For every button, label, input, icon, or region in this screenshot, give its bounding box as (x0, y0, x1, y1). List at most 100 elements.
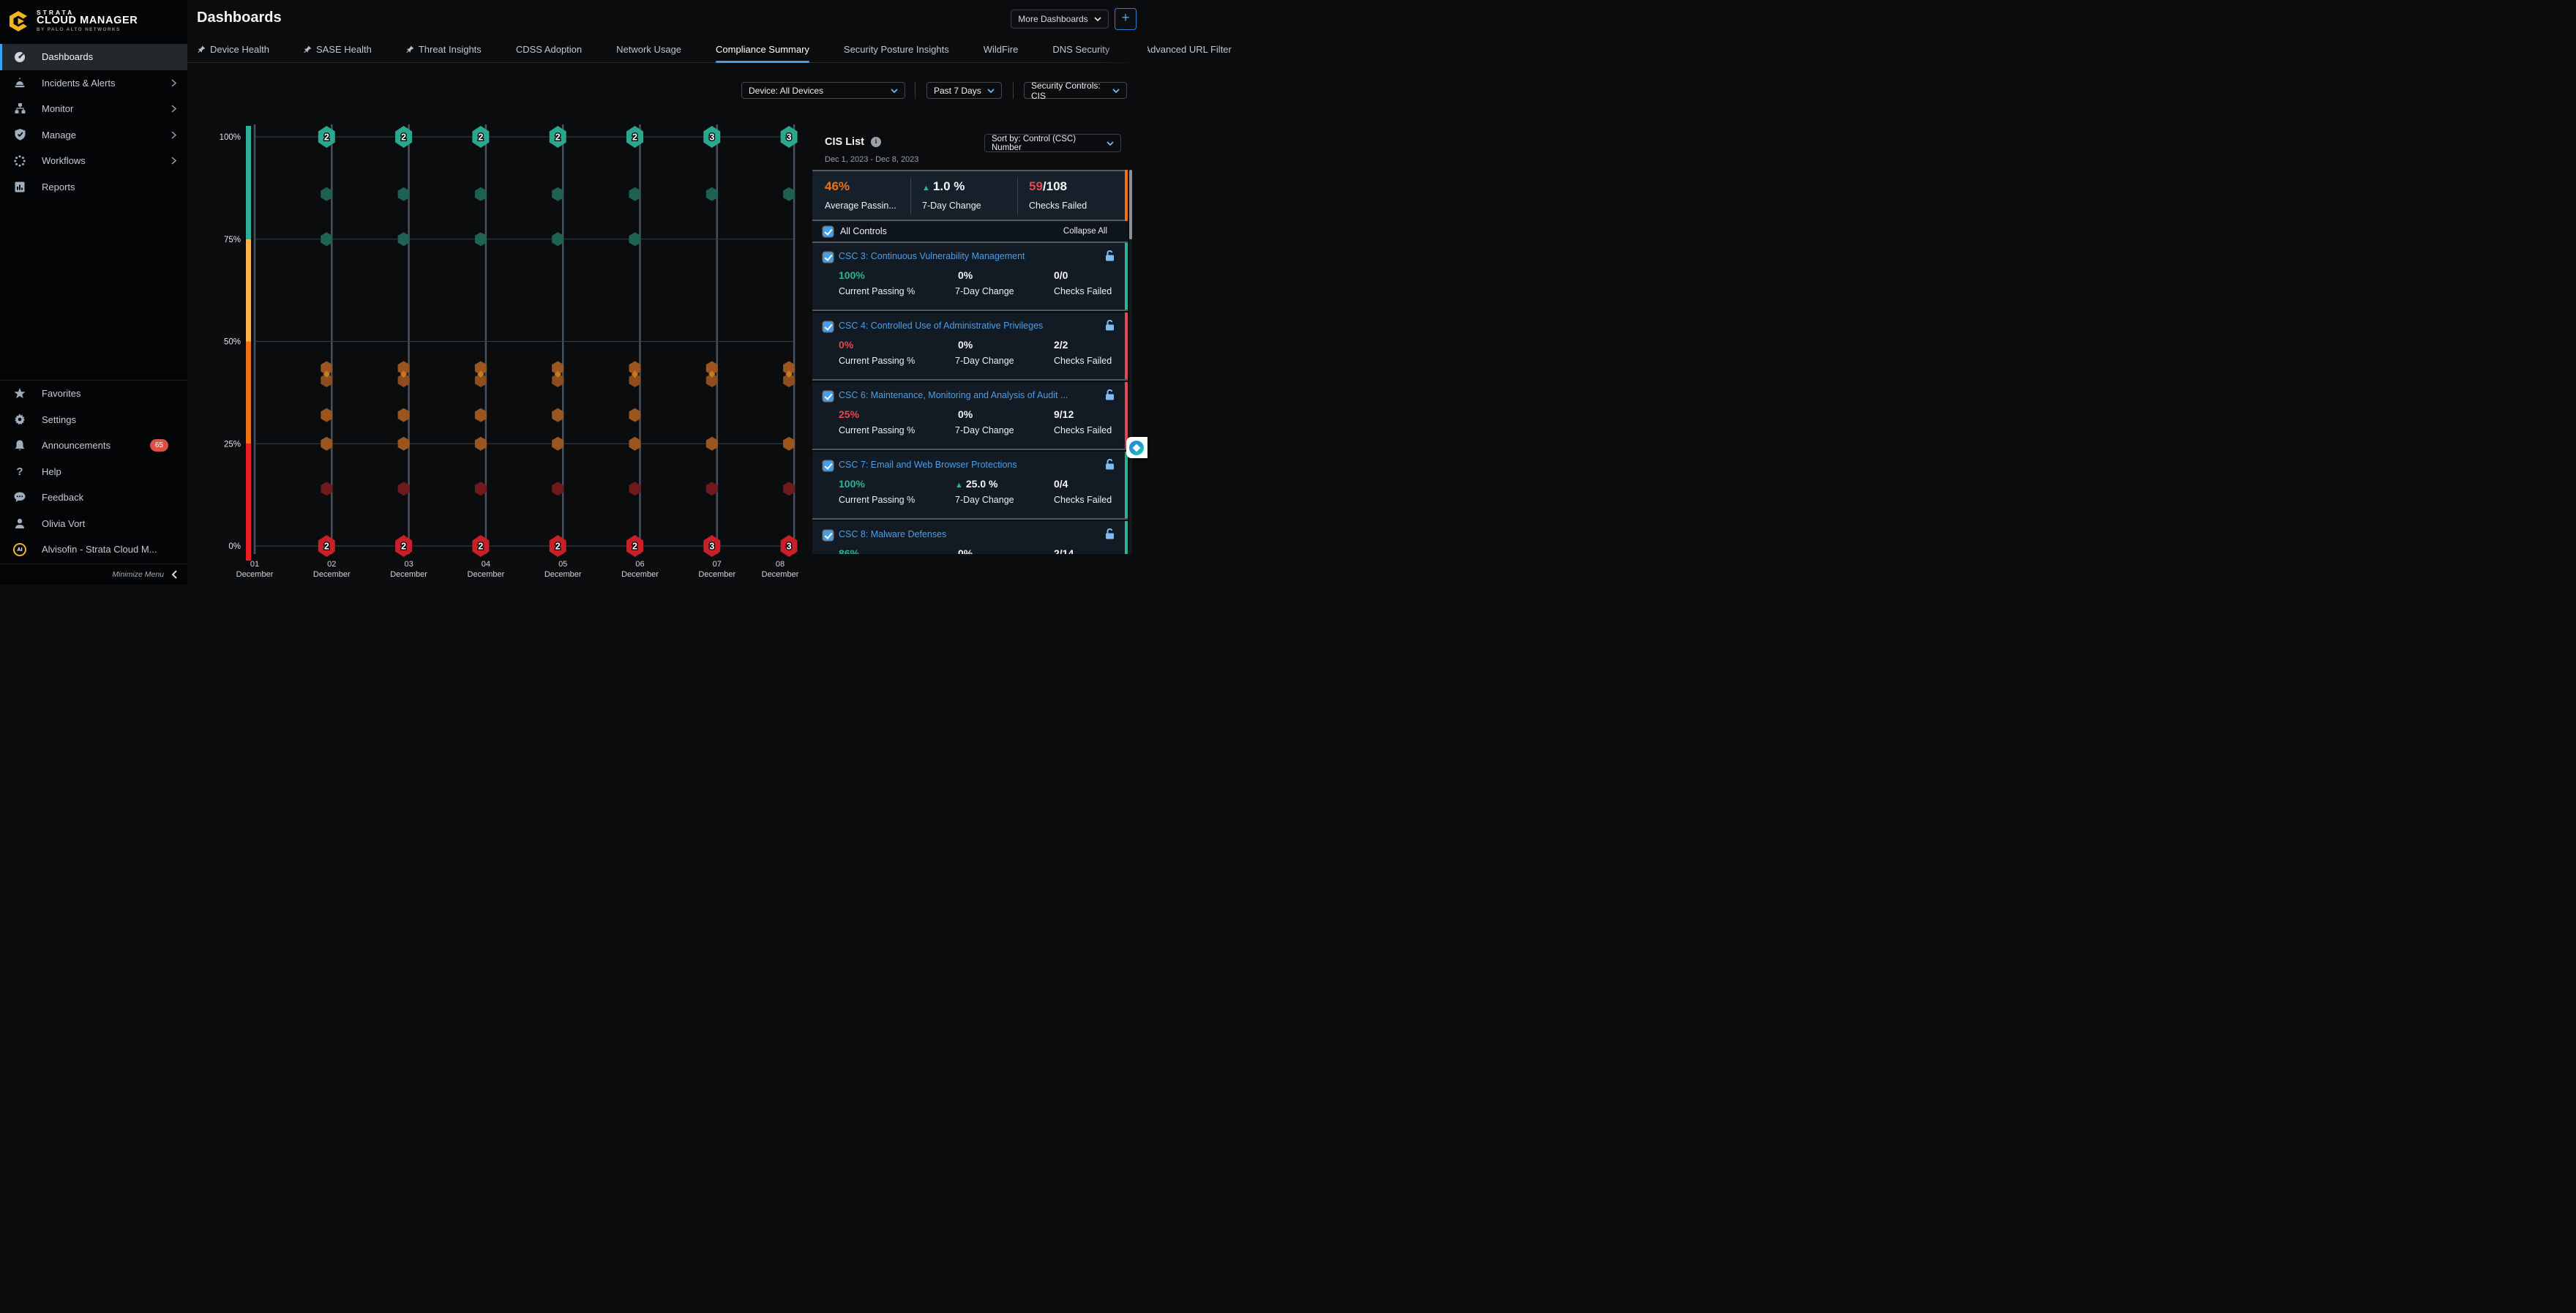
hexagon-marker[interactable] (552, 361, 564, 375)
hexagon-marker[interactable] (321, 232, 333, 247)
tab-threat-insights[interactable]: Threat Insights (406, 37, 482, 62)
hexagon-marker[interactable] (705, 187, 718, 201)
hexagon-marker[interactable] (474, 361, 487, 375)
csc-4-link[interactable]: CSC 4: Controlled Use of Administrative … (839, 321, 1044, 331)
tab-dns-security[interactable]: DNS Security (1052, 37, 1109, 62)
hexagon-marker[interactable] (783, 482, 795, 496)
tab-sase-health[interactable]: SASE Health (304, 37, 372, 62)
hexagon-marker[interactable] (705, 482, 718, 496)
hexagon-marker[interactable] (397, 232, 410, 247)
panel-scrollbar[interactable] (1129, 170, 1132, 554)
hexagon-marker[interactable] (395, 535, 413, 557)
hexagon-marker[interactable] (397, 408, 410, 422)
hexagon-marker[interactable] (321, 436, 333, 451)
hexagon-marker[interactable] (703, 535, 721, 557)
hexagon-marker[interactable] (705, 373, 718, 388)
csc-6-checkbox[interactable] (823, 392, 833, 401)
tab-device-health[interactable]: Device Health (198, 37, 269, 62)
hexagon-marker[interactable] (321, 482, 333, 496)
assistant-widget-button[interactable] (1126, 437, 1147, 458)
hexagon-marker[interactable] (397, 361, 410, 375)
hexagon-marker[interactable] (629, 408, 641, 422)
unlock-icon[interactable] (1105, 389, 1115, 404)
hexagon-marker[interactable] (397, 187, 410, 201)
tab-cdss-adoption[interactable]: CDSS Adoption (516, 37, 582, 62)
hexagon-marker[interactable] (629, 187, 641, 201)
sidebar-item-manage[interactable]: Manage (0, 122, 187, 149)
sidebar-item-incidents-alerts[interactable]: Incidents & Alerts (0, 70, 187, 97)
hexagon-marker[interactable] (552, 408, 564, 422)
hexagon-marker[interactable] (474, 436, 487, 451)
sidebar-item-tenant[interactable]: AI Alvisofin - Strata Cloud M... (0, 536, 187, 563)
hexagon-marker[interactable] (397, 373, 410, 388)
hexagon-marker[interactable] (549, 126, 566, 148)
hexagon-marker[interactable] (549, 535, 566, 557)
unlock-icon[interactable] (1105, 250, 1115, 265)
hexagon-marker[interactable] (629, 436, 641, 451)
hexagon-marker[interactable] (783, 361, 795, 375)
sidebar-item-help[interactable]: ? Help (0, 459, 187, 485)
hexagon-marker[interactable] (552, 436, 564, 451)
csc-3-checkbox[interactable] (823, 252, 833, 262)
hexagon-marker[interactable] (629, 482, 641, 496)
csc-7-link[interactable]: CSC 7: Email and Web Browser Protections (839, 460, 1017, 470)
security-controls-dropdown[interactable]: Security Controls: CIS (1024, 81, 1127, 101)
hexagon-marker[interactable] (474, 187, 487, 201)
more-dashboards-button[interactable]: More Dashboards (1011, 10, 1109, 29)
unlock-icon[interactable] (1105, 319, 1115, 334)
sidebar-item-reports[interactable]: Reports (0, 174, 187, 201)
collapse-all-link[interactable]: Collapse All (1063, 227, 1107, 236)
hexagon-marker[interactable] (705, 361, 718, 375)
hexagon-marker[interactable] (703, 126, 721, 148)
hexagon-marker[interactable] (397, 436, 410, 451)
sidebar-item-announcements[interactable]: Announcements 65 (0, 433, 187, 459)
hexagon-marker[interactable] (780, 126, 798, 148)
sidebar-item-settings[interactable]: Settings (0, 407, 187, 433)
sidebar-item-feedback[interactable]: Feedback (0, 485, 187, 511)
minimize-menu-button[interactable]: Minimize Menu (0, 564, 187, 585)
sidebar-item-monitor[interactable]: Monitor (0, 96, 187, 122)
info-icon[interactable]: i (871, 137, 881, 147)
sort-by-dropdown[interactable]: Sort by: Control (CSC) Number (984, 134, 1121, 152)
csc-4-checkbox[interactable] (823, 322, 833, 332)
hexagon-marker[interactable] (474, 232, 487, 247)
hexagon-marker[interactable] (397, 482, 410, 496)
hexagon-marker[interactable] (321, 373, 333, 388)
add-dashboard-button[interactable]: + (1115, 8, 1137, 30)
hexagon-marker[interactable] (472, 126, 490, 148)
unlock-icon[interactable] (1105, 528, 1115, 543)
hexagon-marker[interactable] (783, 373, 795, 388)
tab-security-posture-insights[interactable]: Security Posture Insights (844, 37, 949, 62)
hexagon-marker[interactable] (318, 535, 335, 557)
hexagon-marker[interactable] (626, 126, 643, 148)
hexagon-marker[interactable] (321, 187, 333, 201)
csc-8-checkbox[interactable] (823, 531, 833, 540)
csc-7-checkbox[interactable] (823, 461, 833, 471)
hexagon-marker[interactable] (705, 436, 718, 451)
tab-network-usage[interactable]: Network Usage (616, 37, 681, 62)
hexagon-marker[interactable] (395, 126, 413, 148)
device-filter-dropdown[interactable]: Device: All Devices (741, 82, 905, 99)
panel-scrollbar-thumb[interactable] (1129, 170, 1132, 239)
hexagon-marker[interactable] (552, 187, 564, 201)
all-controls-checkbox[interactable] (823, 226, 833, 236)
time-range-dropdown[interactable]: Past 7 Days (926, 82, 1002, 99)
sidebar-item-dashboards[interactable]: Dashboards (0, 44, 187, 70)
hexagon-marker[interactable] (474, 373, 487, 388)
csc-3-link[interactable]: CSC 3: Continuous Vulnerability Manageme… (839, 251, 1025, 261)
hexagon-marker[interactable] (552, 373, 564, 388)
hexagon-marker[interactable] (783, 436, 795, 451)
hexagon-marker[interactable] (474, 408, 487, 422)
tab-wildfire[interactable]: WildFire (984, 37, 1019, 62)
unlock-icon[interactable] (1105, 458, 1115, 474)
hexagon-marker[interactable] (472, 535, 490, 557)
tab-compliance-summary[interactable]: Compliance Summary (716, 37, 809, 63)
hexagon-marker[interactable] (783, 187, 795, 201)
hexagon-marker[interactable] (321, 361, 333, 375)
tab-advanced-url-filtering[interactable]: Advanced URL Filter (1144, 37, 1231, 62)
hexagon-marker[interactable] (474, 482, 487, 496)
hexagon-marker[interactable] (321, 408, 333, 422)
hexagon-marker[interactable] (552, 232, 564, 247)
sidebar-item-user[interactable]: Olivia Vort (0, 511, 187, 537)
hexagon-marker[interactable] (629, 361, 641, 375)
